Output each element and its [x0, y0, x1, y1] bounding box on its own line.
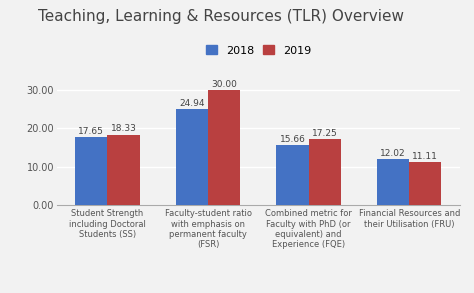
Text: 18.33: 18.33 — [110, 125, 137, 133]
Text: 24.94: 24.94 — [179, 99, 205, 108]
Bar — [108, 134, 140, 205]
Bar — [377, 159, 409, 205]
Bar — [276, 145, 309, 205]
Text: 11.11: 11.11 — [412, 152, 438, 161]
Text: 15.66: 15.66 — [280, 135, 305, 144]
Text: 12.02: 12.02 — [380, 149, 406, 158]
Bar — [75, 137, 108, 205]
Text: 17.65: 17.65 — [78, 127, 104, 136]
Bar — [176, 109, 208, 205]
Text: 30.00: 30.00 — [211, 80, 237, 88]
Bar — [409, 162, 441, 205]
Text: 17.25: 17.25 — [312, 129, 337, 138]
Bar — [309, 139, 341, 205]
Legend: 2018, 2019: 2018, 2019 — [201, 41, 316, 60]
Bar — [208, 90, 240, 205]
Text: Teaching, Learning & Resources (TLR) Overview: Teaching, Learning & Resources (TLR) Ove… — [38, 9, 404, 24]
